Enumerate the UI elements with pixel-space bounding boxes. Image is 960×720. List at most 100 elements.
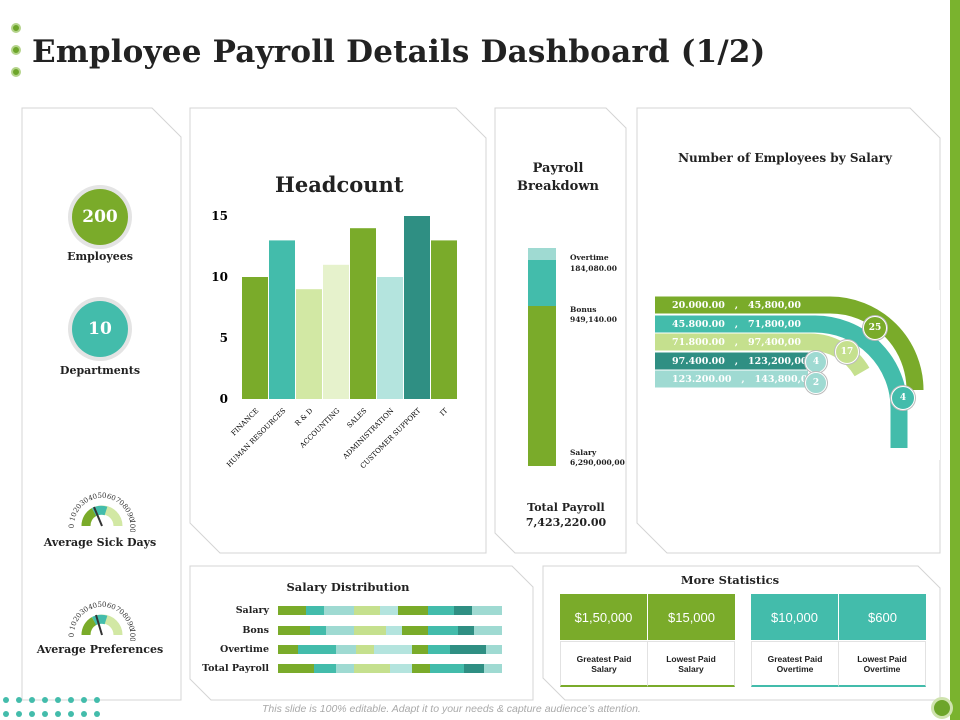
x-tick-label: IT	[438, 407, 449, 418]
stat-card-lowest-salary: $15,000	[648, 594, 735, 640]
salary-row-label: Overtime	[220, 644, 269, 655]
gauge-tick-label: 100	[128, 628, 136, 641]
gauge-needle	[95, 614, 103, 636]
bonus-segment	[528, 260, 556, 306]
salary-band-label: 123.200.00 , 143,800,00	[672, 374, 815, 385]
title-bullet-icon	[11, 67, 21, 77]
overtime-value: 184,080.00	[570, 264, 617, 273]
total-payroll: Total Payroll 7,423,220.00	[500, 500, 632, 530]
stat-value: $1,50,000	[574, 609, 633, 625]
salary-label: Salary	[570, 448, 597, 457]
employees-label: Employees	[67, 250, 133, 263]
employees-count: 200	[82, 207, 118, 227]
gauge-tick-label: 20	[72, 611, 84, 623]
total-payroll-label: Total Payroll	[527, 501, 605, 514]
x-tick-label: R & D	[293, 406, 314, 427]
gauge-tick-label: 60	[106, 601, 117, 611]
gauge-tick-label: 0	[68, 633, 76, 637]
salary-row-label: Bons	[242, 625, 269, 636]
payroll-breakdown-title-line2: Breakdown	[517, 179, 599, 194]
band-arc	[655, 296, 924, 391]
headcount-bar	[404, 216, 430, 399]
salary-row-label: Salary	[235, 605, 269, 616]
salary-band-label: 97.400.00 , 123,200,00	[672, 356, 808, 367]
overtime-label: Overtime	[570, 253, 609, 262]
title-bullet-icon	[11, 45, 21, 55]
payroll-breakdown-title-line1: Payroll	[532, 161, 584, 176]
stat-caption-line: Lowest Paid	[666, 653, 716, 664]
salary-value: 6,290,000,00	[570, 458, 625, 467]
gauge-tick-label: 100	[128, 519, 136, 532]
headcount-bar	[431, 240, 457, 399]
gauge-tick-label: 70	[114, 496, 126, 508]
headcount-bar	[350, 228, 376, 399]
x-tick-label: SALES	[345, 407, 368, 430]
stat-value: $15,000	[668, 609, 715, 625]
stat-caption: Greatest Paid Overtime	[751, 641, 839, 687]
employees-count-badge: 200	[72, 189, 128, 245]
stat-caption-line: Greatest Paid	[576, 653, 632, 664]
stat-caption-line: Overtime	[776, 663, 814, 674]
gauge-tick-label: 0	[68, 524, 76, 528]
salary-band-label: 20.000.00 , 45,800,00	[672, 300, 801, 311]
departments-label: Departments	[59, 364, 141, 377]
gauge-tick-label: 50	[98, 601, 107, 609]
salary-distribution-row	[278, 606, 502, 615]
gauge-tick-label: 40	[87, 492, 98, 502]
headcount-title: Headcount	[275, 172, 404, 197]
salary-distribution-title: Salary Distribution	[286, 580, 410, 594]
band-count-badge: 4	[805, 351, 827, 373]
bonus-value: 949,140.00	[570, 315, 617, 324]
gauge-tick-label: 20	[72, 502, 84, 514]
preferences-label: Average Preferences	[36, 643, 164, 656]
stat-value: $10,000	[771, 609, 818, 625]
salary-distribution-row	[278, 626, 502, 635]
salary-row-label: Total Payroll	[202, 663, 269, 674]
title-bullet-icon	[11, 23, 21, 33]
sick-days-label: Average Sick Days	[43, 536, 157, 549]
gauge-needle	[93, 506, 103, 527]
headcount-bar	[323, 264, 349, 399]
stat-caption-line: Lowest Paid	[857, 653, 907, 664]
salary-annotation: Salary 6,290,000,00	[570, 448, 625, 468]
overtime-annotation: Overtime 184,080.00	[570, 252, 617, 274]
departments-count-badge: 10	[72, 301, 128, 357]
more-statistics-title: More Statistics	[680, 573, 780, 587]
stat-caption: Greatest Paid Salary	[560, 641, 648, 687]
bonus-label: Bonus	[570, 305, 597, 314]
headcount-bar	[296, 289, 322, 399]
accent-bar	[950, 0, 960, 720]
gauge-tick-label: 80	[120, 502, 132, 514]
salary-bands-title: Number of Employees by Salary	[678, 151, 892, 165]
band-count-badge: 4	[891, 386, 915, 410]
stat-caption-line: Overtime	[863, 663, 901, 674]
page-title: Employee Payroll Details Dashboard (1/2)	[32, 34, 766, 70]
gauge-tick-label: 10	[68, 511, 78, 522]
x-tick-label: ADMINISTRATION	[341, 407, 396, 462]
gauge-tick-label: 50	[98, 492, 107, 500]
band-count-badge: 17	[835, 340, 859, 364]
dot-pattern-decoration	[3, 697, 100, 717]
y-tick-label: 0	[220, 392, 228, 406]
gauge-tick-label: 90	[125, 620, 135, 631]
stat-caption: Lowest Paid Overtime	[838, 641, 926, 687]
headcount-bar	[377, 277, 403, 399]
salary-segment	[528, 306, 556, 466]
band-count-badge: 25	[863, 316, 887, 340]
gauge-tick-label: 70	[114, 605, 126, 617]
footer-note: This slide is 100% editable. Adapt it to…	[262, 703, 641, 715]
stat-caption: Lowest Paid Salary	[647, 641, 735, 687]
gauge-tick-label: 30	[78, 605, 90, 617]
salary-band-label: 45.800.00 , 71,800,00	[672, 319, 801, 330]
salary-distribution-row	[278, 645, 502, 654]
salary-distribution-bars	[278, 606, 502, 673]
y-tick-label: 15	[211, 209, 228, 223]
bonus-annotation: Bonus 949,140.00	[570, 305, 617, 325]
gauge-tick-label: 90	[125, 511, 135, 522]
gauge-tick-label: 30	[78, 496, 90, 508]
gauge-tick-label: 10	[68, 620, 78, 631]
salary-distribution-row	[278, 664, 502, 673]
